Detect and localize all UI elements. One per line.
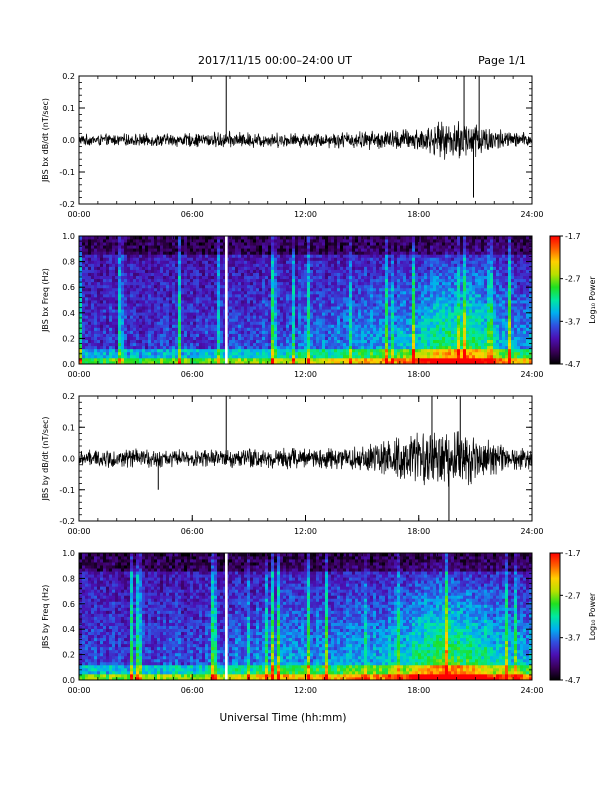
- x-tick-label: 18:00: [407, 210, 430, 219]
- x-tick-label: 00:00: [67, 370, 90, 379]
- y-tick-label: 0.1: [62, 104, 75, 113]
- waveform-trace: [79, 431, 532, 487]
- waveform-trace: [79, 121, 532, 160]
- colorbar-bottom: -1.7 -2.7 -3.7 -4.7 Log₁₀ Power: [549, 549, 597, 685]
- spectrogram-cells: [79, 236, 532, 364]
- x-tick-label: 00:00: [67, 210, 90, 219]
- x-tick-label: 12:00: [294, 527, 317, 536]
- colorbar-tick-label: -1.7: [565, 232, 581, 241]
- y-tick-label: -0.1: [59, 486, 75, 495]
- panel-bx-spectrogram: 00:00 06:00 12:00 18:00 24:00 1.0 0.8 0.6 0.4 0.2…: [41, 232, 544, 379]
- x-tick-label: 18:00: [407, 527, 430, 536]
- y-tick-label: 0.2: [62, 334, 75, 343]
- spectrogram-cells: [79, 553, 532, 680]
- panel-by-waveform: 00:00 06:00 12:00 18:00 24:00 0.2 0.1 0.0 -0.1 -0…: [41, 392, 544, 536]
- page-title: 2017/11/15 00:00–24:00 UT: [198, 54, 352, 67]
- colorbar-top: -1.7 -2.7 -3.7 -4.7 Log₁₀ Power: [549, 232, 597, 369]
- y-tick-label: 0.6: [62, 600, 75, 609]
- panel-bx-waveform: 00:00 06:00 12:00 18:00 24:00 0.2 0.1 0.0 -0.1 -0…: [41, 72, 544, 219]
- y-tick-label: 1.0: [62, 232, 75, 241]
- y-tick-label: -0.2: [59, 517, 75, 526]
- y-tick-label: 0.0: [62, 676, 75, 685]
- x-tick-label: 12:00: [294, 686, 317, 695]
- colorbar-title: Log₁₀ Power: [588, 276, 597, 324]
- x-tick-label: 12:00: [294, 370, 317, 379]
- data-gap: [225, 236, 228, 364]
- x-tick-label: 24:00: [520, 370, 543, 379]
- y-tick-label: 0.2: [62, 392, 75, 401]
- colorbar-tick-label: -2.7: [565, 275, 581, 284]
- colorbar-scale: [549, 552, 561, 681]
- y-tick-label: 0.8: [62, 258, 75, 267]
- y-tick-label: 0.8: [62, 574, 75, 583]
- panel-by-spectrogram: 00:00 06:00 12:00 18:00 24:00 1.0 0.8 0.6 0.4 0.2…: [41, 549, 544, 695]
- colorbar-tick-label: -1.7: [565, 549, 581, 558]
- colorbar-scale: [549, 235, 561, 365]
- y-tick-label: 0.2: [62, 651, 75, 660]
- y-tick-label: -0.1: [59, 168, 75, 177]
- x-tick-label: 00:00: [67, 686, 90, 695]
- x-axis-title: Universal Time (hh:mm): [220, 712, 347, 724]
- y-tick-label: 0.4: [62, 309, 75, 318]
- x-tick-label: 06:00: [181, 527, 204, 536]
- colorbar-tick-label: -4.7: [565, 360, 581, 369]
- colorbar-tick-label: -3.7: [565, 317, 581, 326]
- y-tick-label: 0.0: [62, 136, 75, 145]
- colorbar-tick-label: -4.7: [565, 676, 581, 685]
- y-axis-title: JBS bx dB/dt (nT/sec): [41, 98, 50, 183]
- y-axis-title: JBS by Freq (Hz): [41, 585, 50, 650]
- page-number: Page 1/1: [478, 54, 526, 67]
- y-tick-label: 0.0: [62, 360, 75, 369]
- y-axis-title: JBS bx Freq (Hz): [41, 268, 50, 333]
- x-tick-label: 18:00: [407, 686, 430, 695]
- x-tick-label: 06:00: [181, 210, 204, 219]
- y-tick-label: 0.4: [62, 625, 75, 634]
- y-axis-title: JBS by dB/dt (nT/sec): [41, 416, 50, 501]
- x-tick-label: 24:00: [520, 686, 543, 695]
- y-tick-label: 0.0: [62, 455, 75, 464]
- data-gap: [225, 553, 228, 680]
- colorbar-tick-label: -2.7: [565, 591, 581, 600]
- y-tick-label: 1.0: [62, 549, 75, 558]
- y-tick-label: 0.6: [62, 283, 75, 292]
- x-tick-label: 12:00: [294, 210, 317, 219]
- x-tick-label: 06:00: [181, 370, 204, 379]
- x-tick-label: 00:00: [67, 527, 90, 536]
- y-tick-label: 0.1: [62, 423, 75, 432]
- x-tick-label: 24:00: [520, 210, 543, 219]
- colorbar-title: Log₁₀ Power: [588, 592, 597, 640]
- y-tick-label: 0.2: [62, 72, 75, 81]
- colorbar-tick-label: -3.7: [565, 634, 581, 643]
- y-tick-label: -0.2: [59, 200, 75, 209]
- x-tick-label: 06:00: [181, 686, 204, 695]
- x-tick-label: 18:00: [407, 370, 430, 379]
- x-tick-label: 24:00: [520, 527, 543, 536]
